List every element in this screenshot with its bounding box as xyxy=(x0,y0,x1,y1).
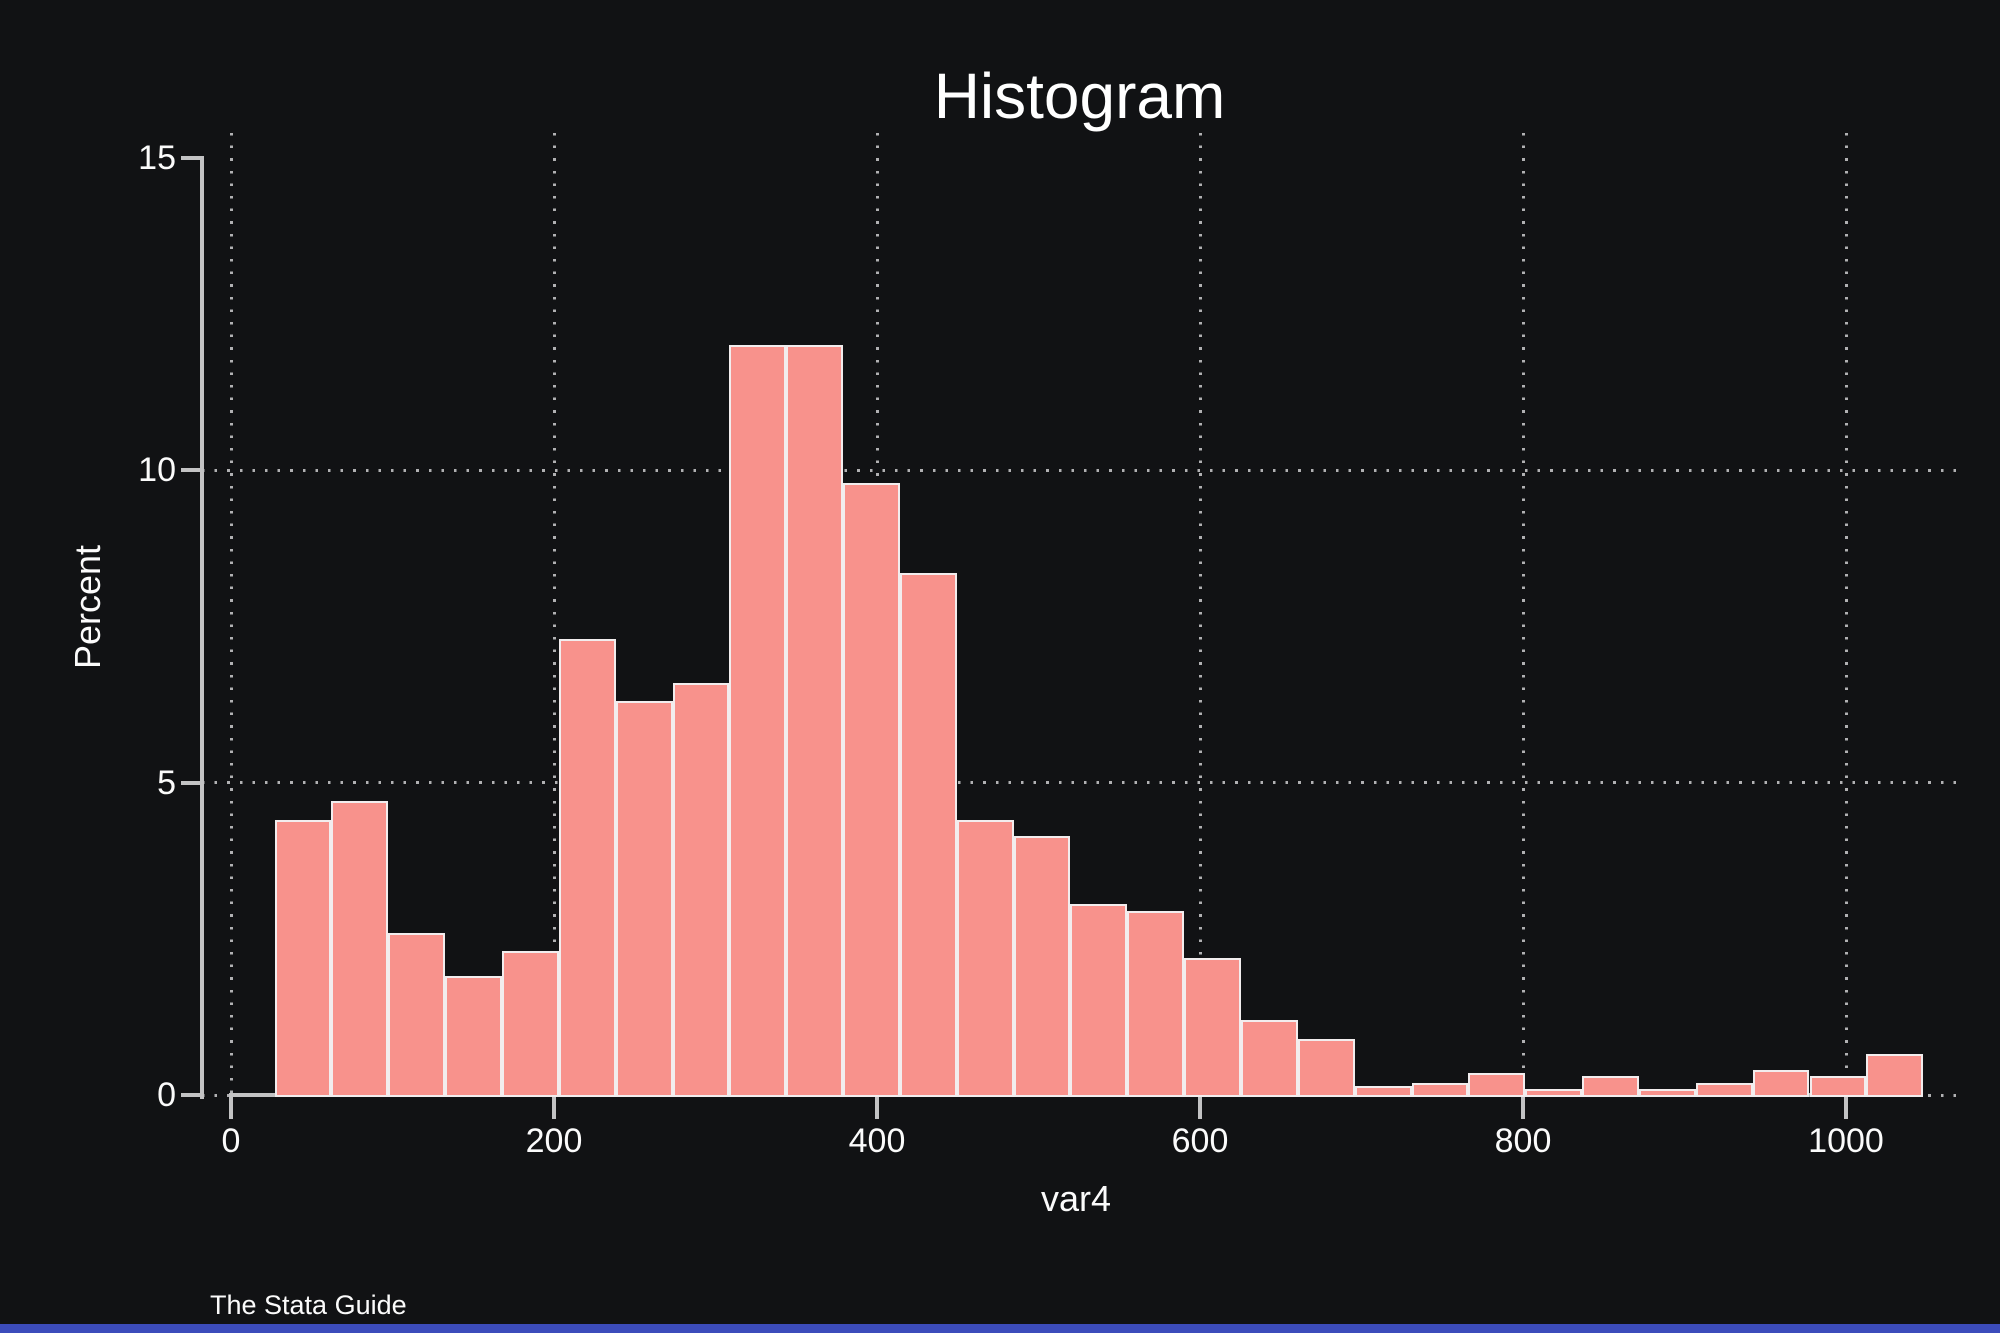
x-tick xyxy=(1844,1095,1848,1119)
histogram-bar xyxy=(1752,1070,1810,1097)
histogram-bar xyxy=(843,482,900,1097)
histogram-bar xyxy=(899,573,957,1097)
x-tick-label: 1000 xyxy=(1808,1122,1884,1160)
histogram-bar xyxy=(786,345,844,1097)
histogram-bar xyxy=(1241,1020,1298,1097)
vertical-gridline xyxy=(1198,133,1202,1095)
histogram-bar xyxy=(1525,1088,1583,1097)
bottom-accent-strip xyxy=(0,1324,2000,1333)
vertical-gridline xyxy=(1844,133,1848,1095)
y-tick-label: 0 xyxy=(157,1076,176,1114)
x-tick-label: 400 xyxy=(848,1122,906,1160)
histogram-bar xyxy=(672,682,730,1097)
histogram-bar xyxy=(1184,957,1242,1097)
horizontal-gridline xyxy=(202,468,1957,472)
y-axis-line xyxy=(200,155,204,1099)
histogram-bar xyxy=(1468,1073,1526,1097)
histogram-bar xyxy=(1638,1088,1696,1097)
histogram-bar xyxy=(274,820,332,1097)
y-tick xyxy=(181,155,202,160)
histogram-bar xyxy=(1411,1082,1469,1097)
histogram-bar xyxy=(1809,1076,1867,1097)
histogram-bar xyxy=(558,638,616,1097)
histogram-bar xyxy=(1013,835,1071,1097)
histogram-bar xyxy=(1354,1085,1412,1097)
y-tick-label: 10 xyxy=(138,451,176,490)
x-tick-label: 0 xyxy=(221,1122,241,1160)
x-tick-label: 800 xyxy=(1494,1122,1552,1160)
vertical-gridline xyxy=(1521,133,1525,1095)
x-tick xyxy=(1521,1095,1525,1119)
x-tick xyxy=(1198,1095,1202,1119)
horizontal-gridline xyxy=(202,781,1957,785)
histogram-bar xyxy=(331,801,389,1097)
y-tick xyxy=(181,1093,202,1097)
histogram-bar xyxy=(1582,1076,1639,1097)
histogram-bar xyxy=(501,951,559,1097)
y-tick-label: 15 xyxy=(138,138,176,177)
y-tick xyxy=(181,468,202,473)
histogram-bar xyxy=(1127,910,1185,1097)
histogram-bar xyxy=(1070,904,1128,1097)
histogram-bar xyxy=(956,820,1014,1097)
x-axis-title: var4 xyxy=(1040,1178,1112,1219)
histogram-bar xyxy=(445,976,502,1097)
x-tick-label: 600 xyxy=(1171,1122,1229,1160)
x-tick xyxy=(229,1095,233,1119)
histogram-bar xyxy=(388,932,446,1097)
histogram-bar xyxy=(1297,1038,1355,1097)
histogram-bar xyxy=(729,345,787,1097)
histogram-bar xyxy=(1695,1082,1753,1097)
vertical-gridline xyxy=(229,133,233,1095)
credit-text: The Stata Guide xyxy=(210,1290,407,1320)
chart-title: Histogram xyxy=(933,60,1226,132)
histogram-bar xyxy=(1866,1054,1924,1097)
histogram-bar xyxy=(615,701,673,1097)
y-tick xyxy=(181,780,202,785)
y-tick-label: 5 xyxy=(157,763,176,802)
x-tick xyxy=(552,1095,556,1119)
vertical-gridline xyxy=(552,133,556,1095)
x-tick-label: 200 xyxy=(525,1122,583,1160)
x-tick xyxy=(875,1095,879,1119)
